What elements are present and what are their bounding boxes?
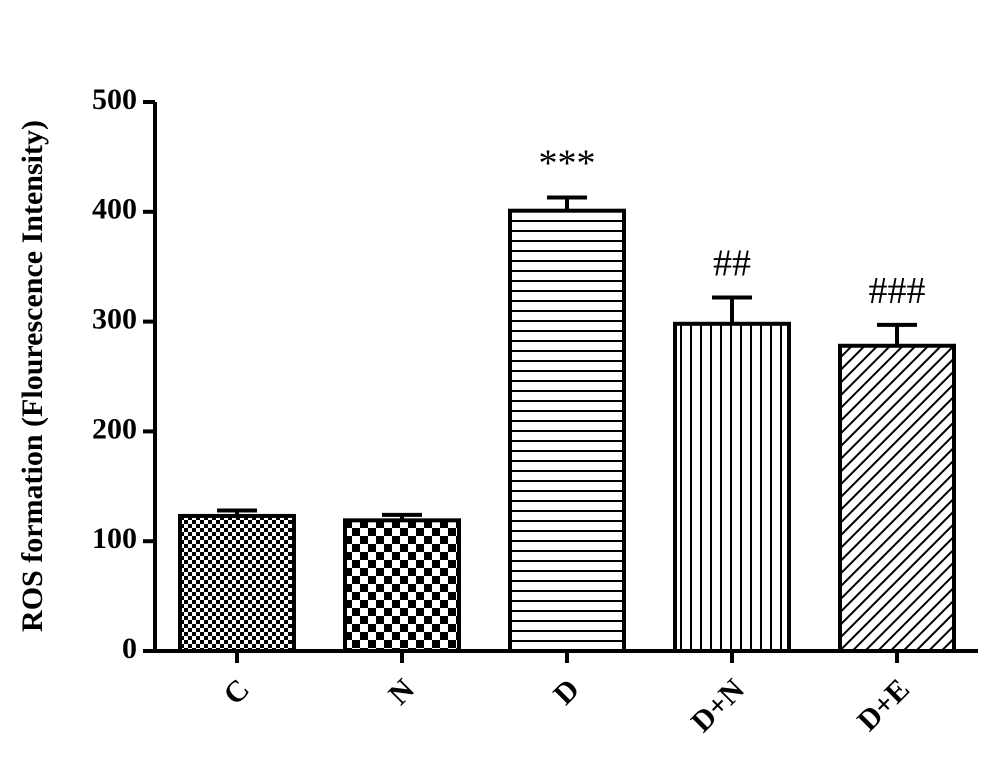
y-tick-label: 100: [92, 522, 137, 555]
annotation: ##: [713, 242, 751, 284]
x-tick-label: N: [382, 672, 421, 711]
y-tick-label: 0: [122, 632, 137, 665]
y-tick-label: 500: [92, 83, 137, 116]
y-tick-label: 300: [92, 302, 137, 335]
y-tick-label: 200: [92, 412, 137, 445]
bar: [178, 513, 296, 653]
annotation: ***: [539, 143, 596, 185]
x-tick-label: C: [217, 673, 256, 712]
x-tick-label: D+N: [685, 672, 751, 738]
bar: [838, 343, 956, 653]
bar: [673, 321, 791, 653]
y-axis-label: ROS formation (Flourescence Intensity): [16, 120, 49, 632]
annotation: ###: [869, 270, 926, 312]
x-tick-label: D+E: [851, 673, 916, 738]
x-tick-label: D: [547, 673, 586, 712]
bar: [508, 208, 626, 653]
y-tick-label: 400: [92, 193, 137, 226]
bar: [343, 518, 461, 654]
